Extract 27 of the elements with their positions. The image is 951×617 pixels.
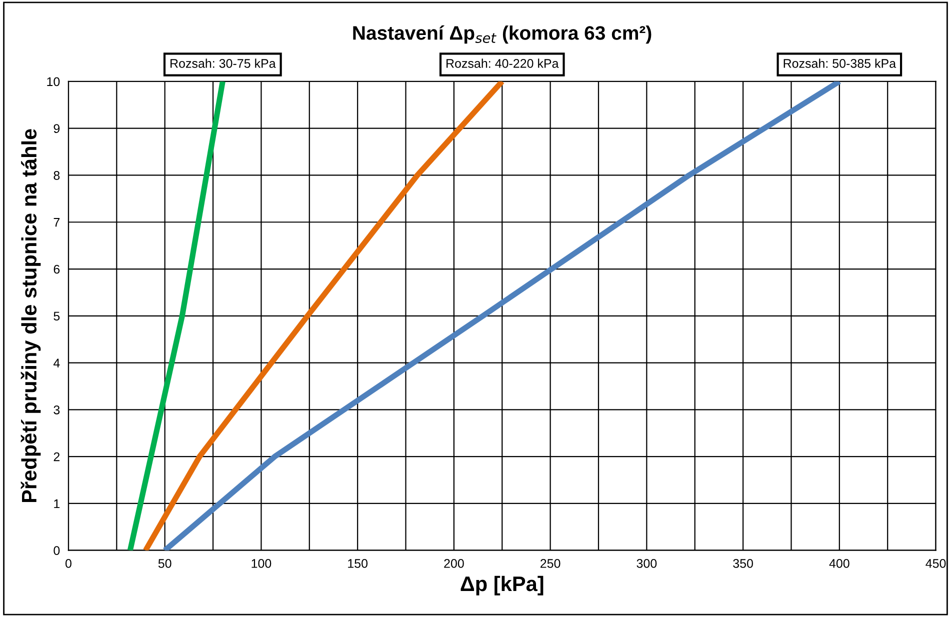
annotation: Rozsah: 40-220 kPa bbox=[446, 58, 559, 68]
annotation: Rozsah: 50-385 kPa bbox=[784, 58, 896, 68]
x-tick-label: 250 bbox=[540, 559, 560, 568]
y-tick-label: 1 bbox=[54, 499, 60, 508]
x-tick-label: 50 bbox=[158, 559, 172, 568]
y-tick-label: 5 bbox=[54, 312, 60, 321]
x-tick-label: 350 bbox=[733, 559, 753, 568]
y-tick-label: 7 bbox=[54, 218, 60, 227]
y-tick-label: 3 bbox=[54, 405, 60, 414]
y-tick-label: 2 bbox=[54, 452, 60, 462]
annotation: Rozsah: 30-75 kPa bbox=[170, 58, 276, 68]
x-tick-label: 450 bbox=[926, 559, 946, 568]
y-tick-label: 10 bbox=[47, 77, 60, 86]
x-tick-label: 100 bbox=[252, 559, 272, 568]
y-tick-label: 9 bbox=[54, 124, 60, 133]
x-tick-label: 0 bbox=[65, 559, 72, 568]
y-tick-label: 8 bbox=[54, 171, 60, 180]
x-tick-label: 200 bbox=[444, 559, 464, 568]
y-tick-label: 6 bbox=[54, 264, 60, 274]
chart-title: Nastavení Δp$_{set}$ (komora 63 cm²) bbox=[353, 25, 652, 44]
y-tick-label: 0 bbox=[54, 546, 60, 556]
x-tick-label: 400 bbox=[829, 559, 850, 568]
x-tick-label: 150 bbox=[348, 559, 368, 568]
x-tick-label: 300 bbox=[636, 559, 657, 568]
x-axis-title: Δp [kPa] bbox=[460, 576, 544, 596]
y-tick-label: 4 bbox=[53, 358, 60, 368]
y-axis-title: Předpětí pružiny dle stupnice na táhle bbox=[20, 129, 41, 502]
